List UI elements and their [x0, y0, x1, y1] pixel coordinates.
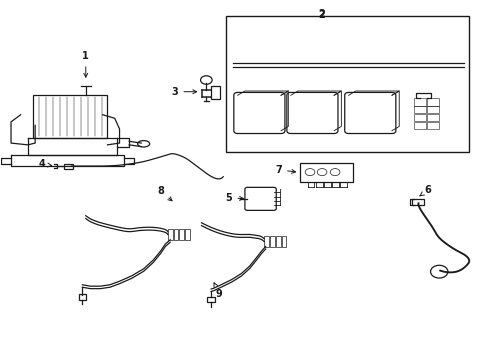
Text: 3: 3: [171, 87, 197, 97]
Text: 5: 5: [225, 193, 243, 203]
Bar: [270, 236, 274, 247]
Bar: [300, 162, 353, 182]
Bar: [78, 294, 86, 300]
Text: 2: 2: [318, 9, 325, 19]
Bar: [207, 297, 214, 302]
Text: 8: 8: [157, 186, 172, 201]
Bar: [426, 99, 439, 106]
Text: 2: 2: [318, 10, 325, 20]
Bar: [167, 229, 172, 240]
Bar: [264, 236, 269, 247]
Bar: [211, 86, 219, 99]
Bar: [413, 122, 425, 129]
Bar: [32, 95, 107, 138]
Text: 9: 9: [213, 283, 222, 298]
Bar: [185, 229, 190, 240]
Bar: [426, 106, 439, 113]
Text: 7: 7: [275, 165, 295, 175]
Bar: [281, 236, 286, 247]
Bar: [413, 99, 425, 106]
Text: 1: 1: [82, 51, 89, 77]
Bar: [275, 236, 280, 247]
Text: 4: 4: [39, 159, 52, 169]
Bar: [426, 114, 439, 121]
Bar: [64, 164, 73, 169]
Bar: [225, 16, 468, 152]
Bar: [426, 122, 439, 129]
Bar: [179, 229, 184, 240]
Bar: [173, 229, 178, 240]
Bar: [411, 199, 424, 205]
Bar: [413, 106, 425, 113]
Bar: [413, 114, 425, 121]
Text: 6: 6: [419, 185, 431, 196]
